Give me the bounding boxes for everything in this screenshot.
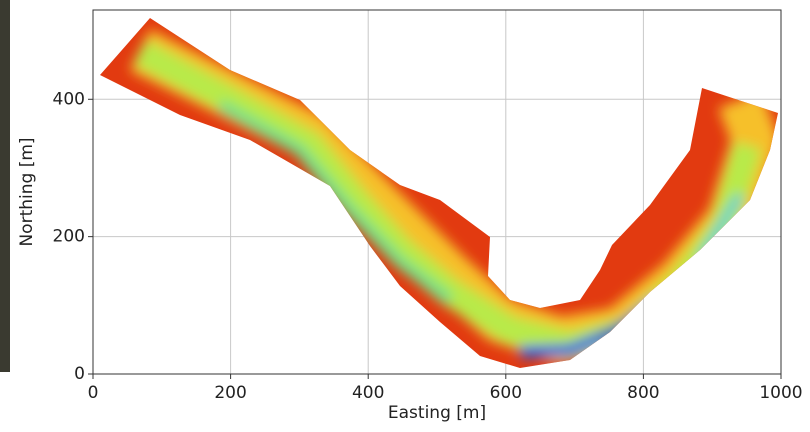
x-tick-label: 800 bbox=[627, 383, 659, 403]
y-tick-label: 200 bbox=[53, 227, 85, 247]
x-tick-label: 200 bbox=[214, 383, 246, 403]
x-axis-label: Easting [m] bbox=[388, 403, 486, 423]
x-tick-label: 600 bbox=[490, 383, 522, 403]
x-tick-label: 400 bbox=[352, 383, 384, 403]
x-tick-label: 0 bbox=[88, 383, 99, 403]
y-tick-label: 0 bbox=[74, 364, 85, 384]
x-tick-label: 1000 bbox=[759, 383, 802, 403]
side-strip bbox=[0, 0, 10, 372]
plot-frame bbox=[92, 9, 782, 375]
y-axis-label: Northing [m] bbox=[17, 137, 37, 246]
y-tick-label: 400 bbox=[53, 89, 85, 109]
